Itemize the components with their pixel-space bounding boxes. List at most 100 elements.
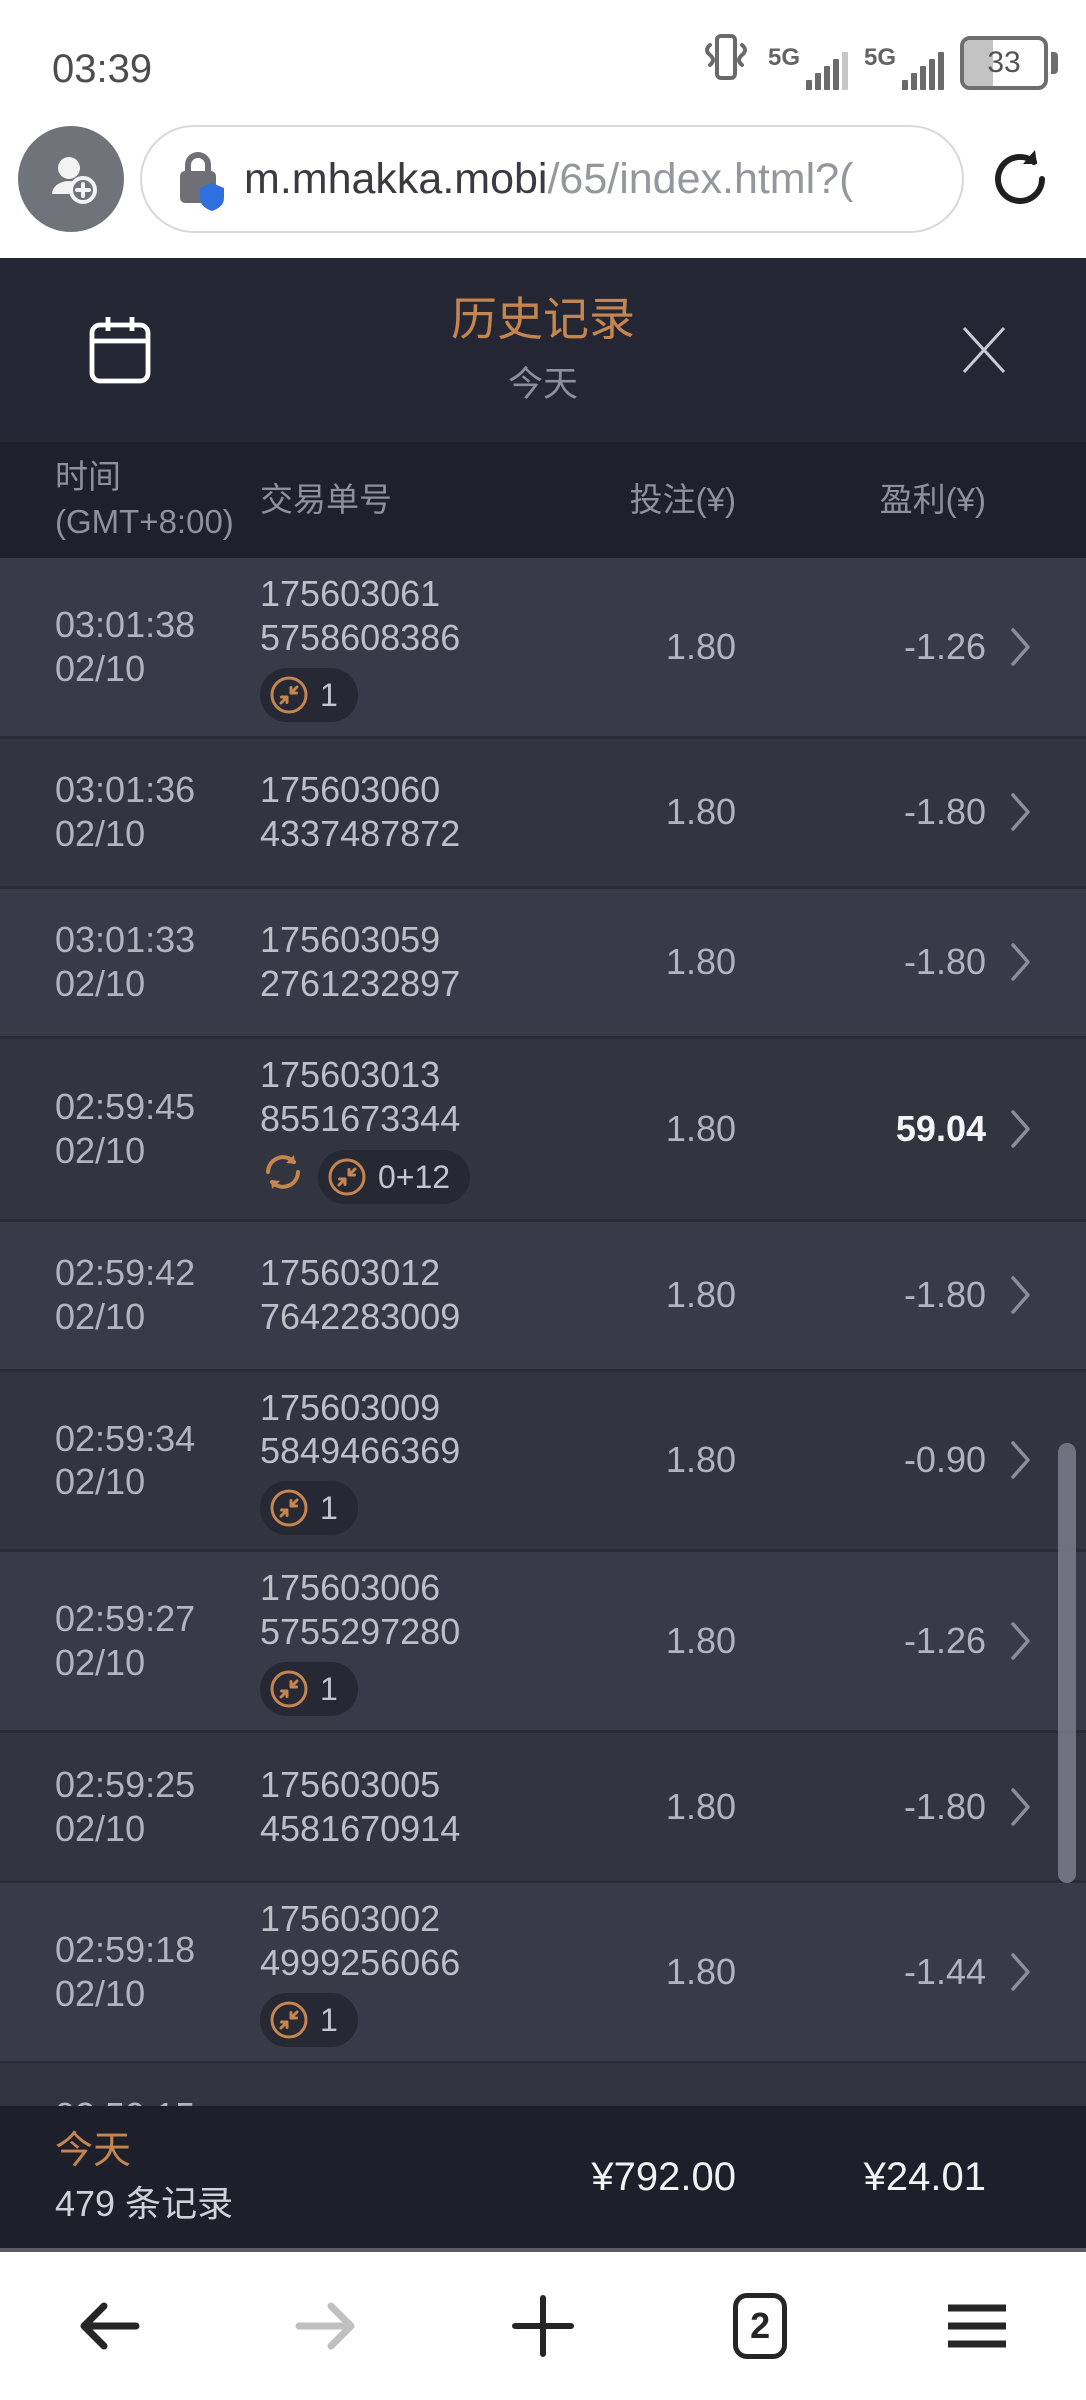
row-time: 02:59:45 02/10 (55, 1085, 196, 1171)
col-header-bet: 投注(¥) (629, 480, 736, 518)
row-badges: 1 (260, 667, 540, 722)
row-badges: 1 (260, 1481, 540, 1536)
chevron-right-icon[interactable] (1010, 1621, 1032, 1661)
reload-button[interactable] (980, 146, 1060, 212)
tab-count-icon: 2 (733, 2293, 788, 2359)
close-button[interactable] (952, 318, 1016, 382)
row-order-id: 175603012 7642283009 (260, 1252, 461, 1338)
url-bar[interactable]: m.mhakka.mobi/65/index.html?( (140, 125, 964, 233)
chevron-right-icon[interactable] (1010, 1440, 1032, 1480)
reload-icon (995, 150, 1045, 204)
badge-count: 1 (320, 676, 338, 713)
row-profit: -1.44 (903, 1951, 986, 1993)
chevron-right-icon[interactable] (1010, 1952, 1032, 1992)
row-time: 02:59:25 02/10 (55, 1763, 196, 1849)
vibrate-icon (700, 29, 752, 90)
row-order-id: 175603059 2761232897 (260, 919, 461, 1005)
table-row[interactable]: 02:59:45 02/10 175603013 8551673344 (0, 1038, 1086, 1222)
summary-footer: 今天 479 条记录 ¥792.00 ¥24.01 (0, 2106, 1086, 2248)
col-header-profit: 盈利(¥) (879, 480, 986, 518)
badge-count: 0+12 (378, 1158, 451, 1195)
table-row[interactable]: 03:01:33 02/10 175603059 2761232897 1.80… (0, 888, 1086, 1039)
converge-arrows-icon (268, 1999, 310, 2041)
row-order-id: 175603002 4999256066 1 (260, 1897, 540, 2047)
chevron-right-icon[interactable] (1010, 1109, 1032, 1149)
sync-refresh-icon (260, 1149, 306, 1205)
row-bet-amount: 1.80 (665, 1785, 736, 1827)
row-time: 03:01:38 02/10 (55, 604, 196, 689)
signal-sim1-icon: 5G (768, 46, 848, 90)
chevron-right-icon[interactable] (1010, 792, 1032, 832)
page-title: 历史记录 (451, 293, 635, 346)
table-row[interactable]: 02:59:18 02/10 175603002 4999256066 1 (0, 1883, 1086, 2064)
row-profit: -1.80 (903, 791, 986, 833)
row-profit: -1.80 (903, 1274, 986, 1316)
row-badges: 0+12 (260, 1149, 540, 1205)
row-bet-amount: 1.80 (665, 1620, 736, 1662)
bet-count-badge: 0+12 (318, 1149, 471, 1204)
battery-icon: 33 (960, 36, 1058, 90)
table-row[interactable]: 02:59:25 02/10 175603005 4581670914 1.80… (0, 1733, 1086, 1884)
back-button[interactable] (76, 2300, 142, 2352)
converge-arrows-icon (268, 1487, 310, 1529)
browser-toolbar: m.mhakka.mobi/65/index.html?( (0, 100, 1086, 258)
status-icons: 5G 5G 33 (700, 29, 1058, 92)
chevron-right-icon[interactable] (1010, 942, 1032, 982)
scrollbar-thumb[interactable] (1058, 1443, 1076, 1883)
row-time: 03:01:36 02/10 (55, 769, 196, 855)
badge-count: 1 (320, 2001, 338, 2038)
summary-record-count: 479 条记录 (55, 2183, 234, 2225)
table-row[interactable]: 02:59:34 02/10 175603009 5849466369 1 (0, 1371, 1086, 1553)
row-profit: -1.80 (903, 1785, 986, 1827)
row-time: 03:01:33 02/10 (55, 919, 196, 1005)
chevron-right-icon[interactable] (1010, 627, 1032, 667)
row-bet-amount: 1.80 (665, 941, 736, 983)
forward-button[interactable] (293, 2300, 359, 2352)
row-profit: -0.90 (903, 1439, 986, 1481)
row-bet-amount: 1.80 (665, 1951, 736, 1993)
row-profit: -1.26 (903, 625, 986, 667)
tab-count: 2 (750, 2305, 771, 2346)
menu-button[interactable] (944, 2301, 1010, 2351)
row-order-id: 175603009 5849466369 1 (260, 1386, 540, 1536)
col-header-time: 时间 (GMT+8:00) (55, 458, 234, 540)
converge-arrows-icon (268, 1668, 310, 1710)
battery-percent: 33 (987, 46, 1021, 79)
row-order-id: 175603061 5758608386 1 (260, 572, 540, 722)
row-profit: 59.04 (895, 1107, 986, 1149)
lock-shield-icon[interactable] (172, 145, 228, 213)
table-row[interactable]: 02:59:27 02/10 175603006 5755297280 1 (0, 1552, 1086, 1734)
new-tab-plus-icon (511, 2295, 574, 2357)
row-profit: -1.26 (903, 1620, 986, 1662)
bet-count-badge: 1 (260, 1662, 358, 1717)
table-row[interactable]: 03:01:38 02/10 175603061 5758608386 1 (0, 558, 1086, 739)
row-order-id: 175603013 8551673344 (260, 1053, 540, 1205)
table-row[interactable]: 03:01:36 02/10 175603060 4337487872 1.80… (0, 738, 1086, 889)
summary-day-label: 今天 (55, 2129, 132, 2172)
table-row[interactable]: 02:59:42 02/10 175603012 7642283009 1.80… (0, 1221, 1086, 1372)
row-bet-amount: 1.80 (665, 1274, 736, 1316)
row-order-id: 175603005 4581670914 (260, 1763, 461, 1849)
row-badges: 1 (260, 1992, 540, 2047)
add-user-avatar-button[interactable] (18, 126, 124, 232)
chevron-right-icon[interactable] (1010, 1275, 1032, 1315)
row-time: 02:59:18 02/10 (55, 1929, 196, 2015)
calendar-button[interactable] (86, 313, 154, 387)
tabs-button[interactable]: 2 (733, 2293, 788, 2359)
row-time: 02:59:34 02/10 (55, 1417, 196, 1503)
chevron-right-icon[interactable] (1010, 1787, 1032, 1827)
forward-arrow-icon (295, 2302, 355, 2350)
close-icon (962, 326, 1006, 374)
status-clock: 03:39 (52, 47, 153, 91)
row-profit: -1.80 (903, 941, 986, 983)
add-user-icon (52, 157, 97, 204)
url-path: /65/index.html?( (547, 154, 854, 203)
url-text: m.mhakka.mobi/65/index.html?( (244, 155, 853, 204)
row-order-id: 175603060 4337487872 (260, 769, 461, 855)
new-tab-button[interactable] (511, 2295, 574, 2357)
row-bet-amount: 1.80 (665, 625, 736, 667)
url-host: m.mhakka.mobi (244, 154, 548, 203)
calendar-icon (89, 317, 151, 384)
summary-total-bet: ¥792.00 (591, 2154, 736, 2199)
history-page: 历史记录 今天 时间 (GMT+8:00) 交易单号 投注(¥) 盈利(¥) (0, 258, 1086, 2252)
